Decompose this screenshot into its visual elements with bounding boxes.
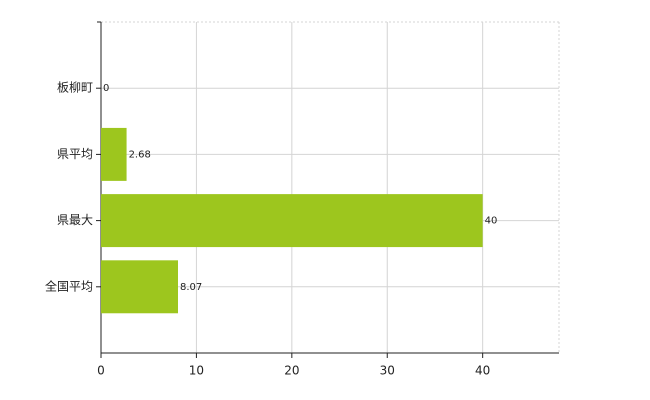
y-tick-label: 全国平均 — [45, 278, 93, 293]
x-tick-label: 40 — [475, 364, 490, 378]
value-label: 40 — [485, 216, 498, 227]
x-tick-label: 30 — [380, 364, 395, 378]
x-tick-label: 0 — [97, 364, 105, 378]
bar — [101, 194, 483, 248]
value-label: 2.68 — [129, 149, 151, 160]
bar — [101, 260, 179, 314]
y-tick-label: 県最大 — [57, 213, 93, 227]
x-tick-label: 20 — [284, 364, 299, 378]
y-tick-label: 県平均 — [57, 147, 93, 161]
value-label: 8.07 — [180, 282, 202, 293]
bar — [101, 127, 127, 181]
value-label: 0 — [103, 83, 109, 94]
y-tick-label: 板柳町 — [57, 81, 93, 95]
x-tick-label: 10 — [189, 364, 204, 378]
